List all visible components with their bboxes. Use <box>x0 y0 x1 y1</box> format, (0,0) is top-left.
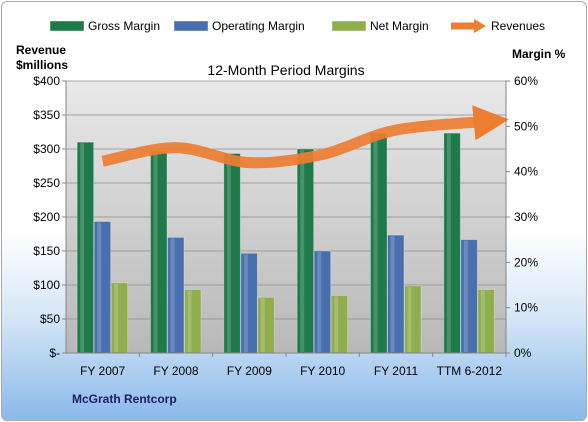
right-tick-label: 50% <box>514 119 538 133</box>
bar-highlight <box>463 240 468 352</box>
bar-highlight <box>317 252 322 352</box>
bar-gross-margin <box>76 141 95 354</box>
bars <box>76 132 495 354</box>
legend-arrow-revenues <box>474 19 486 33</box>
bar-gross-margin <box>150 150 168 354</box>
bar-highlight <box>170 238 175 352</box>
bar-highlight <box>97 222 102 352</box>
x-tick-label: FY 2008 <box>153 364 198 378</box>
bar-highlight <box>260 298 265 352</box>
chart-title: 12-Month Period Margins <box>207 62 364 78</box>
left-tick-label: $400 <box>33 74 60 88</box>
bar-net-margin <box>404 285 422 354</box>
bar-highlight <box>390 236 395 352</box>
legend-label-gross-margin: Gross Margin <box>88 19 160 33</box>
left-axis-title-line1: Revenue <box>16 43 66 57</box>
bar-operating-margin <box>387 234 405 354</box>
bar-operating-margin <box>460 239 478 354</box>
bar-operating-margin <box>313 250 332 354</box>
left-tick-label: $250 <box>33 176 60 190</box>
bar-gross-margin <box>443 132 461 354</box>
bar-operating-margin <box>167 236 185 354</box>
right-tick-label: 0% <box>514 346 532 360</box>
left-tick-label: $- <box>49 346 60 360</box>
bar-gross-margin <box>223 153 241 354</box>
bar-operating-margin <box>93 221 112 354</box>
x-tick-label: FY 2009 <box>227 364 272 378</box>
right-tick-label: 40% <box>514 165 538 179</box>
right-tick-label: 60% <box>514 74 538 88</box>
x-tick-label: TTM 6-2012 <box>437 364 503 378</box>
grid <box>66 80 506 320</box>
bar-highlight <box>446 134 451 352</box>
bar-net-margin <box>110 282 129 354</box>
bar-operating-margin <box>240 252 258 354</box>
revenue-line <box>101 105 509 169</box>
x-tick-label: FY 2007 <box>80 364 125 378</box>
legend: Gross Margin Operating Margin Net Margin Re… <box>49 19 545 33</box>
left-tick-label: $200 <box>33 210 60 224</box>
x-tick-label: FY 2010 <box>300 364 345 378</box>
bar-highlight <box>114 283 119 352</box>
left-tick-label: $100 <box>33 278 60 292</box>
left-tick-label: $300 <box>33 142 60 156</box>
revenue-line-path <box>101 105 509 169</box>
bar-net-margin <box>330 295 349 354</box>
bar-highlight <box>243 254 248 352</box>
bar-gross-margin <box>296 148 315 354</box>
bar-highlight <box>300 150 305 352</box>
legend-swatch-operating-margin <box>173 20 209 32</box>
bar-highlight <box>334 296 339 352</box>
bar-highlight <box>226 154 231 352</box>
bar-highlight <box>480 290 485 352</box>
legend-swatch-gross-margin <box>49 20 85 32</box>
bar-highlight <box>187 290 192 352</box>
bar-net-margin <box>184 289 202 354</box>
right-tick-label: 20% <box>514 255 538 269</box>
right-tick-label: 30% <box>514 210 538 224</box>
bar-gross-margin <box>370 132 388 354</box>
legend-swatch-net-margin <box>331 20 367 32</box>
bar-net-margin <box>257 296 275 354</box>
bar-highlight <box>80 143 85 352</box>
bar-highlight <box>153 152 158 352</box>
bar-highlight <box>407 286 412 352</box>
legend-label-operating-margin: Operating Margin <box>212 19 305 33</box>
axes: $- $50 $100 $150 $200 $250 $300 $350 $400 0% 10% 20… <box>33 74 538 378</box>
right-axis-title: Margin % <box>512 47 566 61</box>
legend-label-revenues: Revenues <box>491 19 545 33</box>
right-tick-label: 10% <box>514 301 538 315</box>
left-tick-label: $150 <box>33 244 60 258</box>
company-name: McGrath Rentcorp <box>72 392 177 406</box>
x-tick-label: FY 2011 <box>374 364 419 378</box>
bar-highlight <box>373 134 378 352</box>
left-tick-label: $50 <box>40 312 60 326</box>
left-tick-label: $350 <box>33 108 60 122</box>
bar-net-margin <box>477 289 495 354</box>
left-axis-title-line2: $millions <box>16 58 68 72</box>
legend-label-net-margin: Net Margin <box>370 19 429 33</box>
